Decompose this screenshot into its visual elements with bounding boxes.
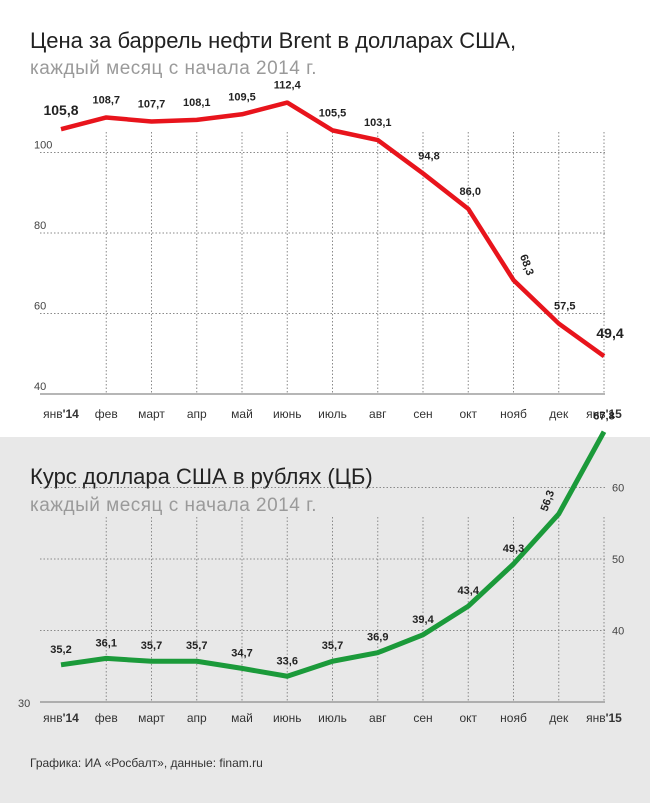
usd-data-label: 34,7 xyxy=(231,647,252,659)
brent-data-label: 103,1 xyxy=(364,117,392,129)
brent-ytick-label: 60 xyxy=(34,301,46,313)
usd-xtick-label: авг xyxy=(369,711,387,725)
usd-data-label: 39,4 xyxy=(412,614,434,626)
usd-ytick-label: 40 xyxy=(612,626,624,638)
usd-xtick-label: дек xyxy=(549,711,569,725)
brent-data-label: 105,5 xyxy=(319,107,347,119)
brent-xtick-label: янв'14 xyxy=(43,407,79,421)
usd-xtick-label: апр xyxy=(187,711,207,725)
usd-chart-title: Курс доллара США в рублях (ЦБ) xyxy=(30,464,373,489)
brent-data-label: 109,5 xyxy=(228,91,256,103)
usd-xtick-label: сен xyxy=(413,711,432,725)
usd-xtick-label: янв'15 xyxy=(586,711,622,725)
usd-rub-chart: 30 40 50 60 янв'14 фев март апр май июнь июль авг се… xyxy=(18,411,624,725)
brent-data-label: 108,1 xyxy=(183,97,211,109)
usd-data-label: 35,2 xyxy=(50,644,71,656)
usd-ytick-label: 60 xyxy=(612,483,624,495)
usd-xtick-label: май xyxy=(231,711,253,725)
brent-xtick-label: нояб xyxy=(500,407,527,421)
brent-data-label: 112,4 xyxy=(274,80,302,92)
brent-chart-subtitle: каждый месяц с начала 2014 г. xyxy=(30,58,317,79)
usd-ytick-label: 50 xyxy=(612,554,624,566)
brent-data-label: 105,8 xyxy=(43,102,78,118)
usd-xtick-label: нояб xyxy=(500,711,527,725)
brent-series-line xyxy=(60,100,606,358)
usd-data-label: 35,7 xyxy=(322,640,343,652)
brent-xtick-label: авг xyxy=(369,407,387,421)
brent-ytick-label: 80 xyxy=(34,220,46,232)
brent-xtick-label: фев xyxy=(95,407,118,421)
usd-data-label: 43,4 xyxy=(458,585,480,597)
brent-data-label: 57,5 xyxy=(554,301,575,313)
brent-data-label: 107,7 xyxy=(138,99,166,111)
brent-xtick-label: июль xyxy=(318,407,347,421)
usd-xtick-label: март xyxy=(138,711,165,725)
brent-chart-title: Цена за баррель нефти Brent в долларах С… xyxy=(30,28,517,53)
brent-xtick-label: март xyxy=(138,407,165,421)
usd-data-label: 49,3 xyxy=(503,543,524,555)
brent-data-label: 94,8 xyxy=(418,150,439,162)
usd-data-label: 36,1 xyxy=(96,637,117,649)
brent-ytick-label: 100 xyxy=(34,140,52,152)
brent-xtick-label: янв'15 xyxy=(586,407,622,421)
brent-panel xyxy=(0,0,650,437)
usd-series-line xyxy=(60,430,607,679)
usd-xtick-label: янв'14 xyxy=(43,711,79,725)
brent-xtick-label: апр xyxy=(187,407,207,421)
usd-xtick-label: июль xyxy=(318,711,347,725)
usd-data-label: 35,7 xyxy=(141,640,162,652)
brent-ytick-label: 40 xyxy=(34,381,46,393)
usd-data-label: 36,9 xyxy=(367,632,388,644)
brent-data-label: 49,4 xyxy=(596,325,623,341)
usd-data-label: 56,3 xyxy=(539,489,558,513)
usd-ytick-label: 30 xyxy=(18,698,30,710)
usd-data-label: 33,6 xyxy=(277,655,298,667)
usd-panel xyxy=(0,437,650,803)
brent-price-chart: 100 80 60 40 янв'14 фев март апр май июнь июль авг с… xyxy=(34,80,624,421)
brent-data-label: 86,0 xyxy=(460,186,481,198)
usd-xtick-label: фев xyxy=(95,711,118,725)
usd-xtick-label: июнь xyxy=(273,711,302,725)
brent-xtick-label: окт xyxy=(459,407,477,421)
usd-data-label: 35,7 xyxy=(186,640,207,652)
brent-xtick-label: сен xyxy=(413,407,432,421)
brent-xtick-label: май xyxy=(231,407,253,421)
credit-line: Графика: ИА «Росбалт», данные: finam.ru xyxy=(30,756,263,770)
brent-xtick-label: июнь xyxy=(273,407,302,421)
usd-chart-subtitle: каждый месяц с начала 2014 г. xyxy=(30,495,317,516)
brent-xtick-label: дек xyxy=(549,407,569,421)
usd-xtick-label: окт xyxy=(459,711,477,725)
brent-data-label: 68,3 xyxy=(517,253,536,277)
usd-data-label: 67,8 xyxy=(593,411,614,423)
brent-data-label: 108,7 xyxy=(92,94,120,106)
